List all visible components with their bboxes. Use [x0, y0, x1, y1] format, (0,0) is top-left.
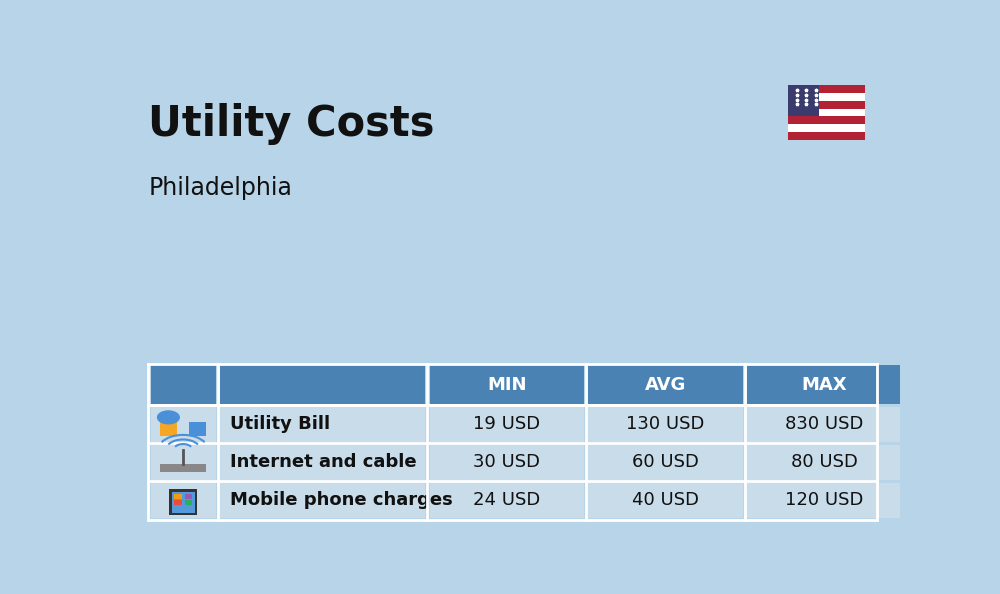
Bar: [220, 483, 425, 518]
Bar: [788, 109, 865, 116]
Text: 30 USD: 30 USD: [473, 453, 540, 472]
Text: 80 USD: 80 USD: [791, 453, 858, 472]
Bar: [151, 365, 216, 404]
Bar: [588, 483, 743, 518]
Bar: [430, 483, 584, 518]
Bar: [588, 406, 743, 442]
Text: MIN: MIN: [487, 375, 526, 394]
Bar: [160, 422, 177, 435]
Bar: [788, 93, 865, 100]
Text: Mobile phone charges: Mobile phone charges: [230, 491, 452, 510]
Bar: [151, 445, 216, 480]
Bar: [185, 501, 192, 505]
Bar: [220, 406, 425, 442]
Bar: [220, 365, 425, 404]
Bar: [747, 483, 902, 518]
Bar: [160, 464, 206, 472]
Text: Utility Bill: Utility Bill: [230, 415, 330, 433]
Bar: [172, 492, 195, 513]
Bar: [588, 445, 743, 480]
Text: 60 USD: 60 USD: [632, 453, 699, 472]
Bar: [747, 406, 902, 442]
Bar: [747, 365, 902, 404]
Bar: [430, 365, 584, 404]
Text: 19 USD: 19 USD: [473, 415, 540, 433]
Bar: [430, 406, 584, 442]
Bar: [174, 494, 182, 498]
Bar: [788, 116, 865, 124]
Bar: [788, 85, 819, 116]
Bar: [220, 445, 425, 480]
Text: AVG: AVG: [645, 375, 686, 394]
Bar: [169, 488, 197, 515]
Bar: [189, 422, 206, 435]
Text: Internet and cable: Internet and cable: [230, 453, 416, 472]
Bar: [747, 445, 902, 480]
Bar: [788, 124, 865, 132]
Text: Utility Costs: Utility Costs: [148, 103, 435, 146]
Circle shape: [158, 411, 179, 424]
Bar: [788, 100, 865, 109]
Text: 40 USD: 40 USD: [632, 491, 699, 510]
Text: 24 USD: 24 USD: [473, 491, 540, 510]
Text: 120 USD: 120 USD: [785, 491, 864, 510]
Text: 830 USD: 830 USD: [785, 415, 864, 433]
Bar: [151, 406, 216, 442]
Bar: [430, 445, 584, 480]
Bar: [788, 85, 865, 93]
Bar: [174, 501, 182, 505]
Bar: [588, 365, 743, 404]
Bar: [151, 483, 216, 518]
Text: MAX: MAX: [802, 375, 847, 394]
Bar: [788, 132, 865, 140]
Bar: [185, 494, 192, 498]
Text: Philadelphia: Philadelphia: [148, 176, 292, 201]
Text: 130 USD: 130 USD: [626, 415, 705, 433]
